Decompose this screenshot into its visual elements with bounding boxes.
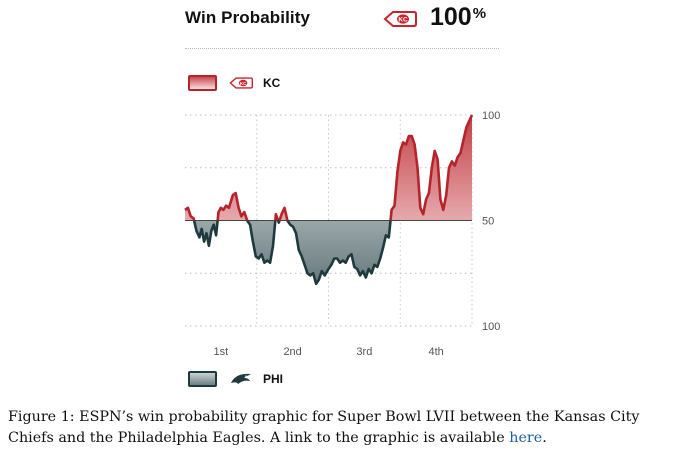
chart-title: Win Probability — [185, 8, 311, 27]
phi-color-swatch — [188, 371, 217, 387]
legend-item-phi: PHI — [188, 371, 283, 387]
kc-area — [185, 115, 472, 221]
y-tick-label: 50 — [482, 216, 494, 228]
svg-text:KC: KC — [398, 17, 408, 24]
chiefs-arrowhead-icon: KC — [383, 11, 417, 27]
caption-end: . — [542, 430, 547, 446]
y-tick-label: 100 — [482, 110, 500, 122]
caption-link[interactable]: here — [509, 430, 543, 446]
x-quarter-label: 3rd — [356, 346, 372, 358]
kc-series-line — [184, 114, 474, 221]
figure-caption: Figure 1: ESPN’s win probability graphic… — [8, 407, 688, 449]
leader-value: 100 — [430, 3, 472, 31]
x-quarter-label: 4th — [428, 346, 443, 358]
svg-text:KC: KC — [240, 81, 247, 86]
phi-area — [185, 220, 472, 284]
legend-item-kc: KC KC — [188, 75, 280, 91]
y-tick-label: 100 — [482, 321, 500, 333]
leader-win-probability: 100% — [430, 3, 486, 32]
eagles-head-icon — [231, 373, 251, 384]
x-quarter-label: 1st — [214, 346, 229, 358]
legend-label-phi: PHI — [263, 372, 284, 386]
kc-color-swatch — [188, 75, 217, 91]
leader-unit: % — [472, 5, 487, 22]
win-probability-chart: 100 50 100 1st 2nd 3rd 4th — [184, 110, 500, 358]
caption-text: Figure 1: ESPN’s win probability graphic… — [8, 409, 640, 446]
chiefs-arrowhead-icon: KC — [229, 77, 253, 89]
phi-series-line — [192, 220, 392, 286]
legend-label-kc: KC — [263, 76, 281, 90]
x-quarter-label: 2nd — [283, 346, 301, 358]
header-divider — [185, 48, 499, 49]
